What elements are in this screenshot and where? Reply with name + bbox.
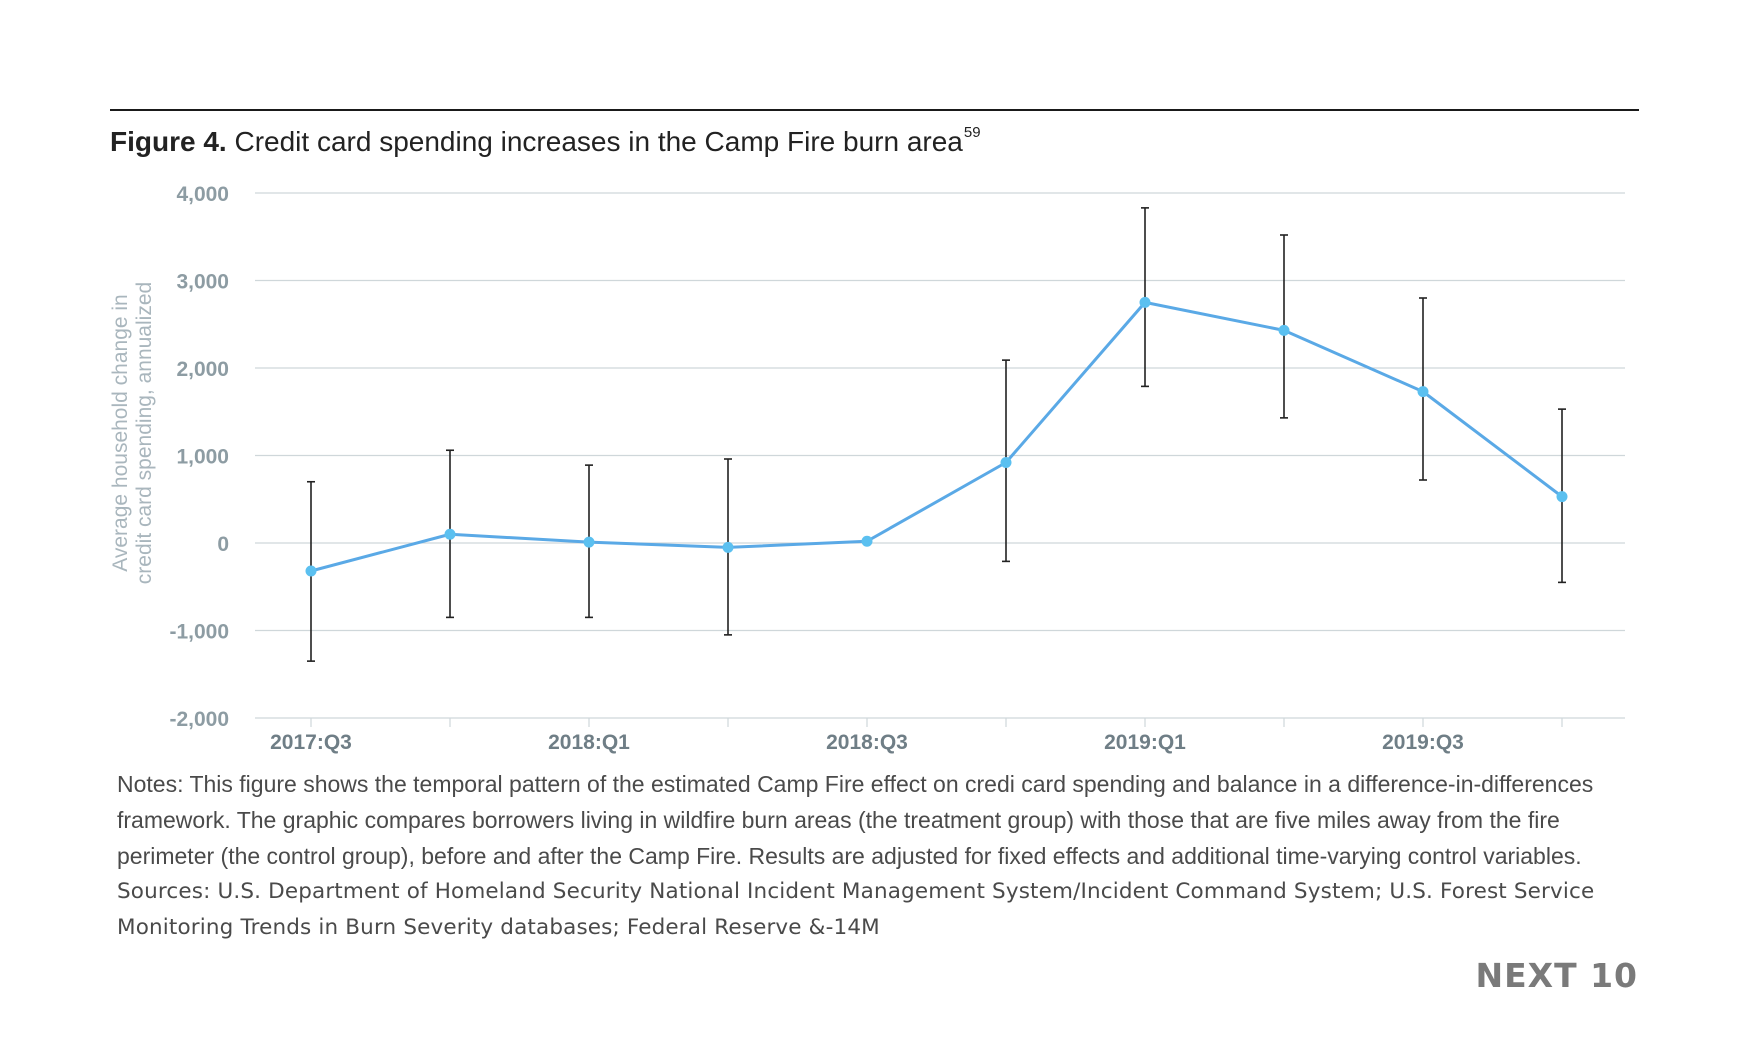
y-tick-label: 4,000 (176, 183, 229, 206)
y-tick-label: -1,000 (169, 621, 229, 644)
figure-title: Figure 4. Credit card spending increases… (110, 124, 981, 158)
notes: Notes: This figure shows the temporal pa… (117, 766, 1647, 946)
sources-line-1: Sources: U.S. Department of Homeland Sec… (117, 879, 1595, 904)
data-point (1556, 491, 1568, 503)
data-series (305, 296, 1568, 577)
data-point (583, 536, 595, 548)
data-point (1139, 296, 1151, 308)
x-tick-label: 2019:Q1 (1104, 731, 1186, 754)
data-point (861, 535, 873, 547)
line-chart: 4,000 3,000 2,000 1,000 0 -1,000 -2,000 2017:Q… (169, 183, 1625, 754)
notes-line-1: Notes: This figure shows the temporal pa… (117, 771, 1594, 797)
error-bars (307, 207, 1566, 662)
notes-line-2: framework. The graphic compares borrower… (117, 807, 1560, 833)
y-tick-label: 1,000 (176, 446, 229, 469)
y-tick-label: 0 (217, 533, 229, 556)
figure-title-text: Credit card spending increases in the Ca… (234, 126, 963, 157)
data-point (1278, 324, 1290, 336)
grid-lines (255, 192, 1625, 719)
data-point (305, 565, 317, 577)
footnote-marker: 59 (963, 124, 981, 141)
data-point (722, 541, 734, 553)
data-point (1000, 457, 1012, 468)
next10-logo: NEXT 10 (1475, 956, 1638, 995)
x-tick-label: 2019:Q3 (1382, 731, 1464, 754)
x-axis: 2017:Q3 2018:Q1 2018:Q3 2019:Q1 2019:Q3 (270, 718, 1563, 754)
top-rule (110, 109, 1639, 111)
y-tick-labels: 4,000 3,000 2,000 1,000 0 -1,000 -2,000 (169, 183, 229, 731)
y-tick-label: 2,000 (176, 358, 229, 381)
data-point (444, 528, 456, 540)
notes-line-3: perimeter (the control group), before an… (117, 843, 1582, 869)
x-tick-label: 2018:Q1 (548, 731, 630, 754)
x-tick-label: 2018:Q3 (826, 731, 908, 754)
series-line (310, 300, 1563, 573)
y-tick-label: 3,000 (176, 271, 229, 294)
figure-label: Figure 4. (110, 126, 227, 157)
data-point (1417, 386, 1429, 398)
sources-line-2: Monitoring Trends in Burn Severity datab… (117, 915, 880, 940)
x-tick-label: 2017:Q3 (270, 731, 352, 754)
y-tick-label: -2,000 (169, 708, 229, 731)
